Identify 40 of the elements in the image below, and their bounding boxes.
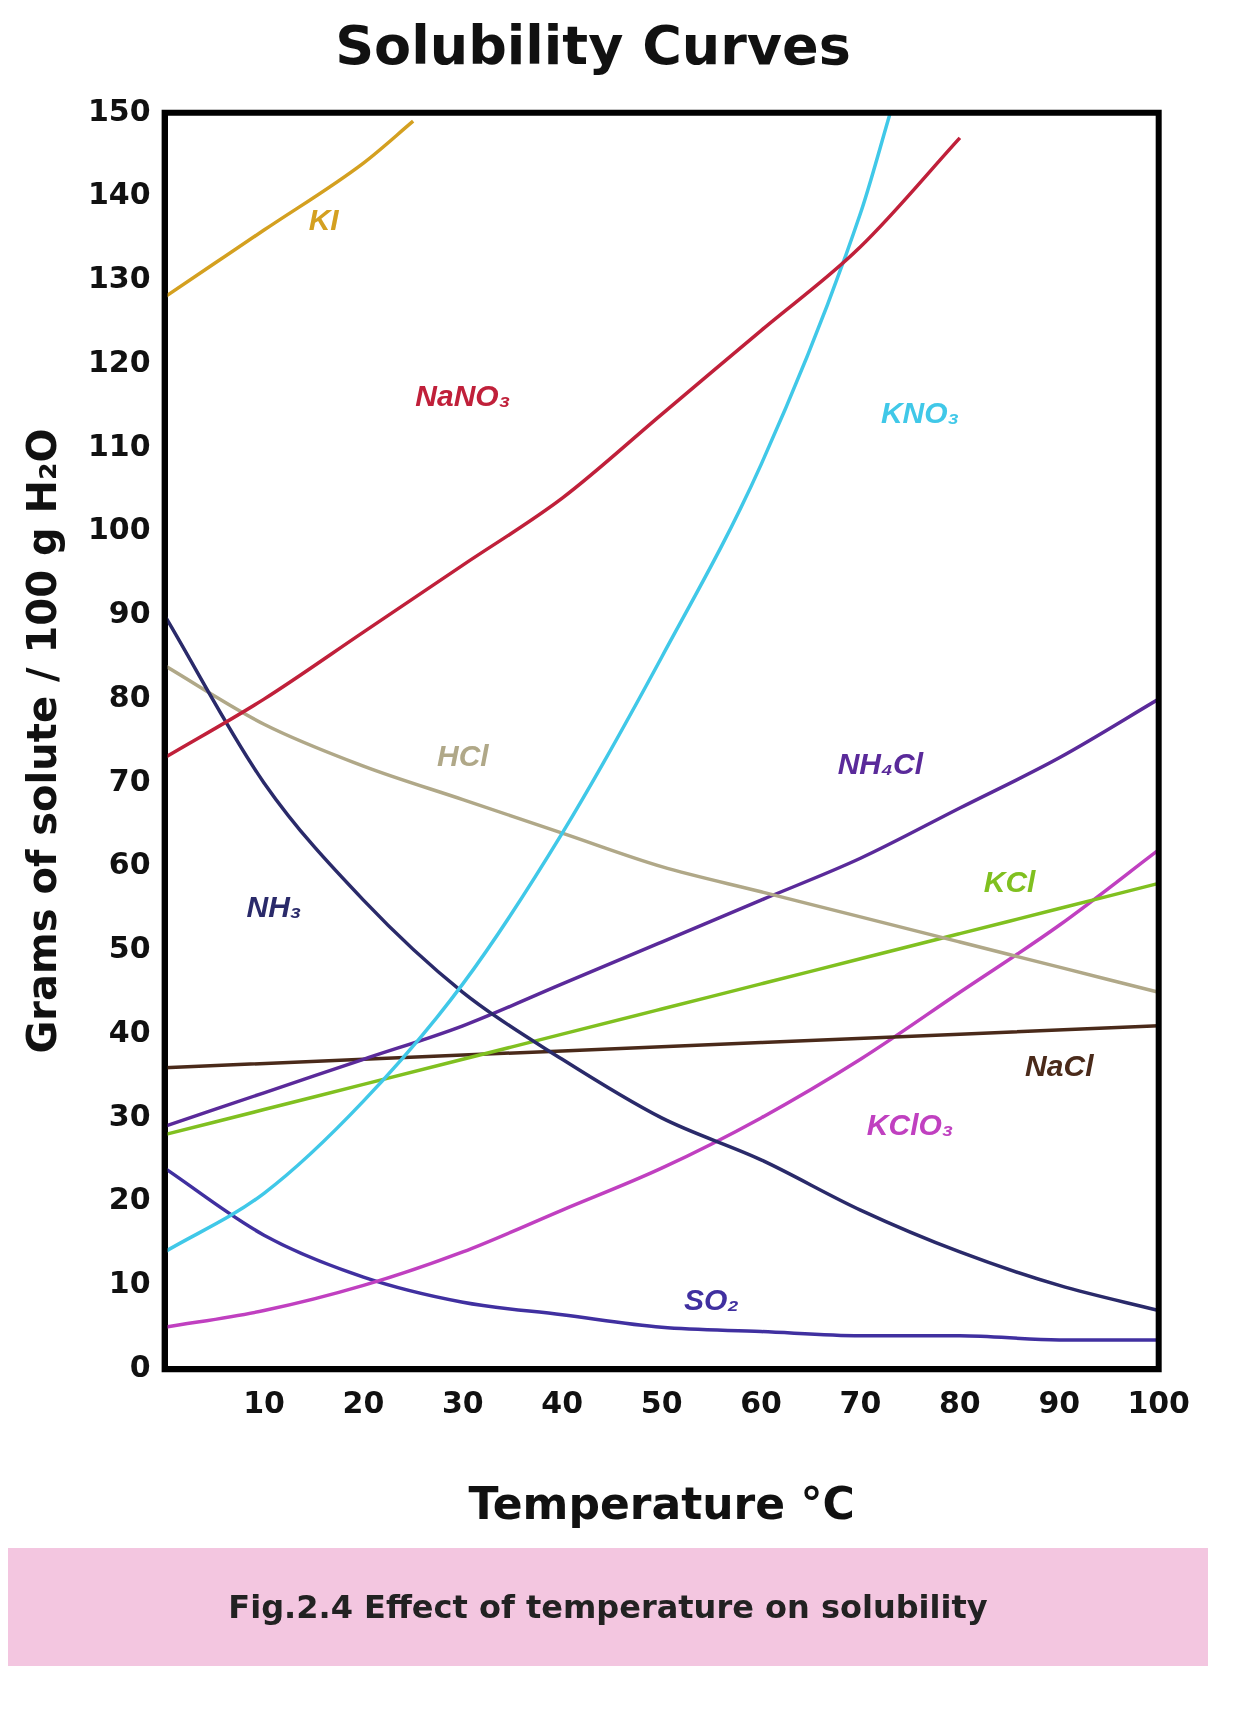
x-tick-label: 80 [939, 1385, 981, 1420]
x-tick-label: 30 [441, 1385, 484, 1420]
series-label: NaCl [1025, 1048, 1095, 1082]
y-tick-label: 80 [108, 678, 151, 714]
x-tick-label: 10 [243, 1385, 285, 1420]
y-tick-label: 150 [88, 92, 151, 128]
series-label: NH₃ [246, 889, 302, 923]
text: KNO₃ [880, 395, 960, 429]
x-tick-label: 60 [740, 1385, 782, 1420]
y-tick-label: 110 [88, 427, 151, 463]
y-tick-label: 90 [108, 595, 151, 631]
y-tick-label: 20 [108, 1181, 151, 1217]
y-tick-label: 70 [108, 762, 151, 798]
y-tick-label: 140 [88, 176, 151, 212]
series-label: KClO₃ [866, 1107, 954, 1141]
y-tick-label: 100 [88, 511, 151, 547]
x-tick-label: 20 [342, 1385, 385, 1420]
y-tick-label: 120 [88, 343, 151, 379]
y-tick-label: 130 [88, 260, 151, 296]
y-tick-label: 50 [108, 930, 151, 966]
y-tick-label: 30 [108, 1097, 151, 1133]
y-tick-label: 0 [129, 1349, 151, 1384]
x-tick-label: 40 [541, 1385, 584, 1420]
series-label: NH₄Cl [837, 747, 924, 781]
y-tick-label: 10 [108, 1265, 151, 1301]
x-tick-label: 90 [1038, 1385, 1081, 1420]
x-tick-label: 100 [1127, 1385, 1190, 1420]
y-axis-title: Grams of solute / 100 g H₂O [19, 428, 66, 1054]
caption: Fig.2.4 Effect of temperature on solubility [8, 1548, 1208, 1666]
chart-title: Solubility Curves [335, 14, 851, 78]
series-label: KCl [983, 864, 1037, 898]
x-tick-label: 70 [839, 1385, 882, 1420]
y-tick-label: 60 [108, 846, 151, 882]
series-label: HCl [437, 739, 490, 773]
y-tick-label: 40 [108, 1013, 151, 1049]
x-axis-title: Temperature °C [468, 1478, 855, 1530]
series-label: SO₂ [683, 1283, 739, 1317]
x-tick-label: 50 [640, 1385, 683, 1420]
text: NaNO₃ [415, 378, 511, 412]
series-label: KI [308, 202, 340, 236]
